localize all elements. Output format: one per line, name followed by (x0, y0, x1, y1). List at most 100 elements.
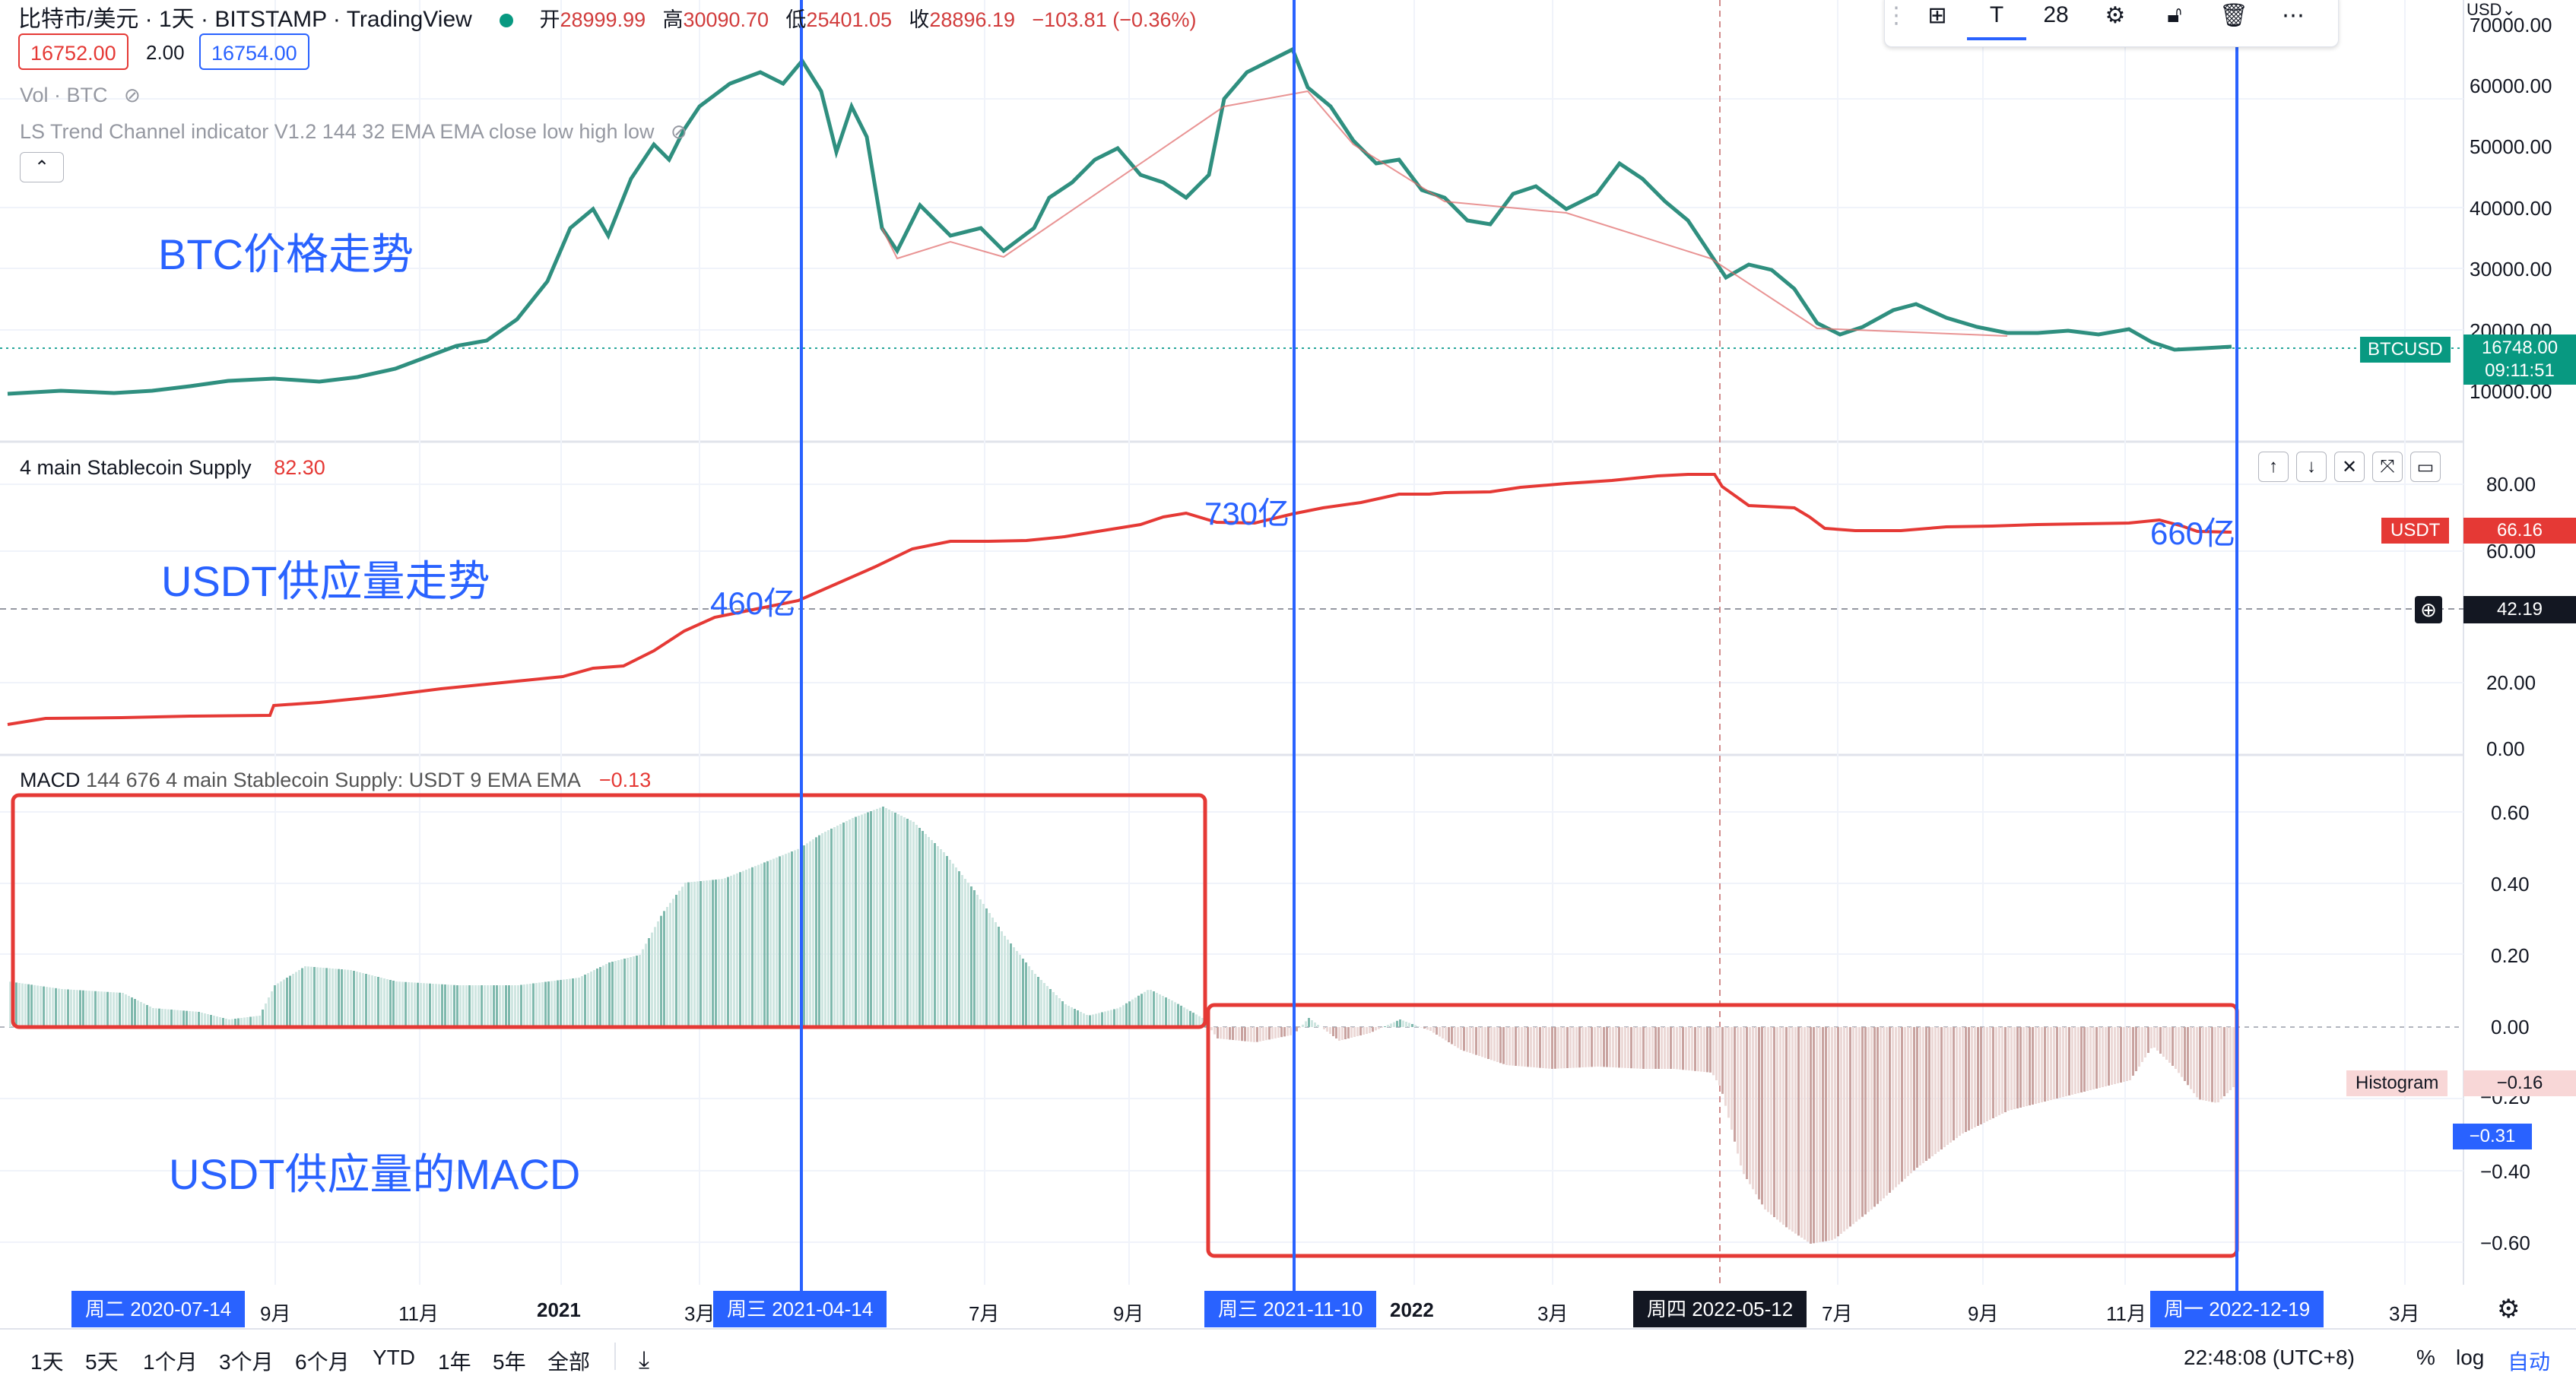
histogram-bar (952, 864, 954, 1027)
histogram-bar (1800, 1027, 1803, 1238)
add-plus-icon[interactable]: ⊕ (2415, 596, 2442, 623)
histogram-bar (718, 879, 720, 1027)
range-3m-button[interactable]: 3个月 (219, 1350, 274, 1374)
histogram-bar (1776, 1027, 1778, 1220)
histogram-bar (1956, 1027, 1958, 1138)
histogram-bar (867, 812, 869, 1027)
volume-indicator-label[interactable]: Vol · BTC ⊘ (20, 84, 141, 107)
ls-indicator-label[interactable]: LS Trend Channel indicator V1.2 144 32 E… (20, 120, 687, 144)
hidden-eye-icon[interactable]: ⊘ (124, 84, 141, 106)
symbol-title[interactable]: 比特市/美元 · 1天 · BITSTAMP · TradingView (18, 7, 472, 32)
unlock-icon[interactable]: 🔓︎ (2167, 2, 2182, 27)
histogram-bar (82, 990, 84, 1027)
templates-icon[interactable]: ⊞ (1927, 2, 1947, 28)
histogram-bar (2156, 1027, 2159, 1051)
range-6m-button[interactable]: 6个月 (295, 1350, 350, 1374)
histogram-bar (1822, 1027, 1824, 1242)
annotation-660[interactable]: 660亿 (2150, 515, 2236, 551)
histogram-bar (328, 968, 331, 1027)
supply-indicator-label[interactable]: 4 main Stablecoin Supply 82.30 (20, 456, 325, 480)
histogram-bar (627, 958, 629, 1027)
maximize-pane-icon[interactable]: ⤧ (2372, 452, 2403, 482)
histogram-bar (2099, 1027, 2101, 1088)
annotation-730[interactable]: 730亿 (1204, 496, 1290, 531)
annotation-usdt-macd[interactable]: USDT供应量的MACD (169, 1150, 581, 1198)
histogram-bar (201, 1013, 203, 1027)
range-ytd-button[interactable]: YTD (373, 1346, 415, 1369)
histogram-bar (103, 991, 106, 1027)
annotation-usdt-trend[interactable]: USDT供应量走势 (161, 557, 490, 605)
histogram-bar (1508, 1027, 1511, 1066)
histogram-bar (2150, 1027, 2152, 1048)
move-up-icon[interactable]: ↑ (2258, 452, 2289, 482)
histogram-bar (1299, 1027, 1301, 1029)
chart-settings-gear-icon[interactable]: ⚙ (2497, 1295, 2520, 1324)
range-1m-button[interactable]: 1个月 (143, 1350, 198, 1374)
close-pane-icon[interactable]: ✕ (2334, 452, 2365, 482)
hidden-eye-icon-2[interactable]: ⊘ (671, 120, 687, 143)
histogram-bar (1785, 1027, 1788, 1228)
histogram-bar (1849, 1027, 1851, 1227)
settings-gear-icon[interactable]: ⚙ (2105, 2, 2126, 28)
histogram-bar (1305, 1021, 1307, 1027)
histogram-bar (2111, 1027, 2113, 1085)
annotation-460[interactable]: 460亿 (710, 585, 796, 621)
macd-indicator-label[interactable]: MACD 144 676 4 main Stablecoin Supply: U… (20, 769, 651, 792)
range-1d-button[interactable]: 1天 (30, 1350, 64, 1374)
range-5y-button[interactable]: 5年 (493, 1350, 526, 1374)
histogram-bar (499, 985, 501, 1027)
histogram-bar (484, 985, 486, 1027)
font-size-button[interactable]: 28 (2043, 2, 2069, 27)
auto-scale-button[interactable]: 自动 (2508, 1350, 2551, 1374)
histogram-bar (1363, 1027, 1365, 1035)
histogram-bar (575, 978, 577, 1027)
histogram-bar (2041, 1027, 2043, 1102)
open-value: 28999.99 (560, 8, 646, 31)
histogram-bar (1664, 1027, 1666, 1069)
histogram-bar (922, 831, 924, 1027)
text-tool-icon[interactable]: T (1967, 0, 2026, 40)
histogram-bar (2080, 1027, 2083, 1092)
histogram-bar (1150, 990, 1152, 1027)
histogram-bar (909, 820, 912, 1027)
currency-selector[interactable]: USD⌄ (2467, 0, 2516, 19)
histogram-bar (1171, 1000, 1173, 1027)
histogram-bar (508, 985, 510, 1027)
date-range-icon[interactable]: ⤓ (639, 1346, 650, 1373)
more-icon[interactable]: ⋯ (2282, 2, 2305, 28)
histogram-bar (1557, 1027, 1559, 1069)
collapse-legend-button[interactable]: ⌃ (20, 152, 64, 182)
histogram-bar (1232, 1027, 1234, 1040)
histogram-bar (1268, 1027, 1271, 1040)
macd-value: −0.13 (598, 769, 652, 791)
histogram-bar (742, 870, 744, 1027)
histogram-bar (903, 817, 906, 1027)
bar-countdown: 09:11:51 (2485, 360, 2555, 381)
annotation-btc-trend[interactable]: BTC价格走势 (158, 230, 414, 278)
percent-scale-button[interactable]: % (2416, 1346, 2435, 1369)
histogram-bar (602, 965, 604, 1027)
histogram-bar (1332, 1027, 1334, 1036)
histogram-bar (715, 880, 717, 1027)
move-down-icon[interactable]: ↓ (2296, 452, 2327, 482)
restore-pane-icon[interactable]: ▭ (2410, 452, 2441, 482)
sell-button[interactable]: 16752.00 (18, 33, 128, 70)
histogram-bar (1581, 1027, 1584, 1067)
drag-handle-icon[interactable]: ⋮ (1885, 2, 1908, 28)
histogram-bar (1439, 1027, 1441, 1037)
trash-icon[interactable]: 🗑︎ (2219, 2, 2249, 28)
histogram-bar (420, 983, 422, 1027)
histogram-bar (164, 1009, 167, 1027)
buy-button[interactable]: 16754.00 (199, 33, 309, 70)
range-1y-button[interactable]: 1年 (438, 1350, 471, 1374)
macd-tick: 0.20 (2491, 944, 2530, 967)
histogram-bar (2229, 1027, 2232, 1090)
histogram-bar (1396, 1020, 1398, 1027)
range-all-button[interactable]: 全部 (547, 1350, 591, 1374)
range-5d-button[interactable]: 5天 (85, 1350, 119, 1374)
log-scale-button[interactable]: log (2456, 1346, 2485, 1369)
histogram-bar (1548, 1027, 1550, 1069)
histogram-bar (1502, 1027, 1505, 1064)
histogram-bar (797, 848, 799, 1027)
